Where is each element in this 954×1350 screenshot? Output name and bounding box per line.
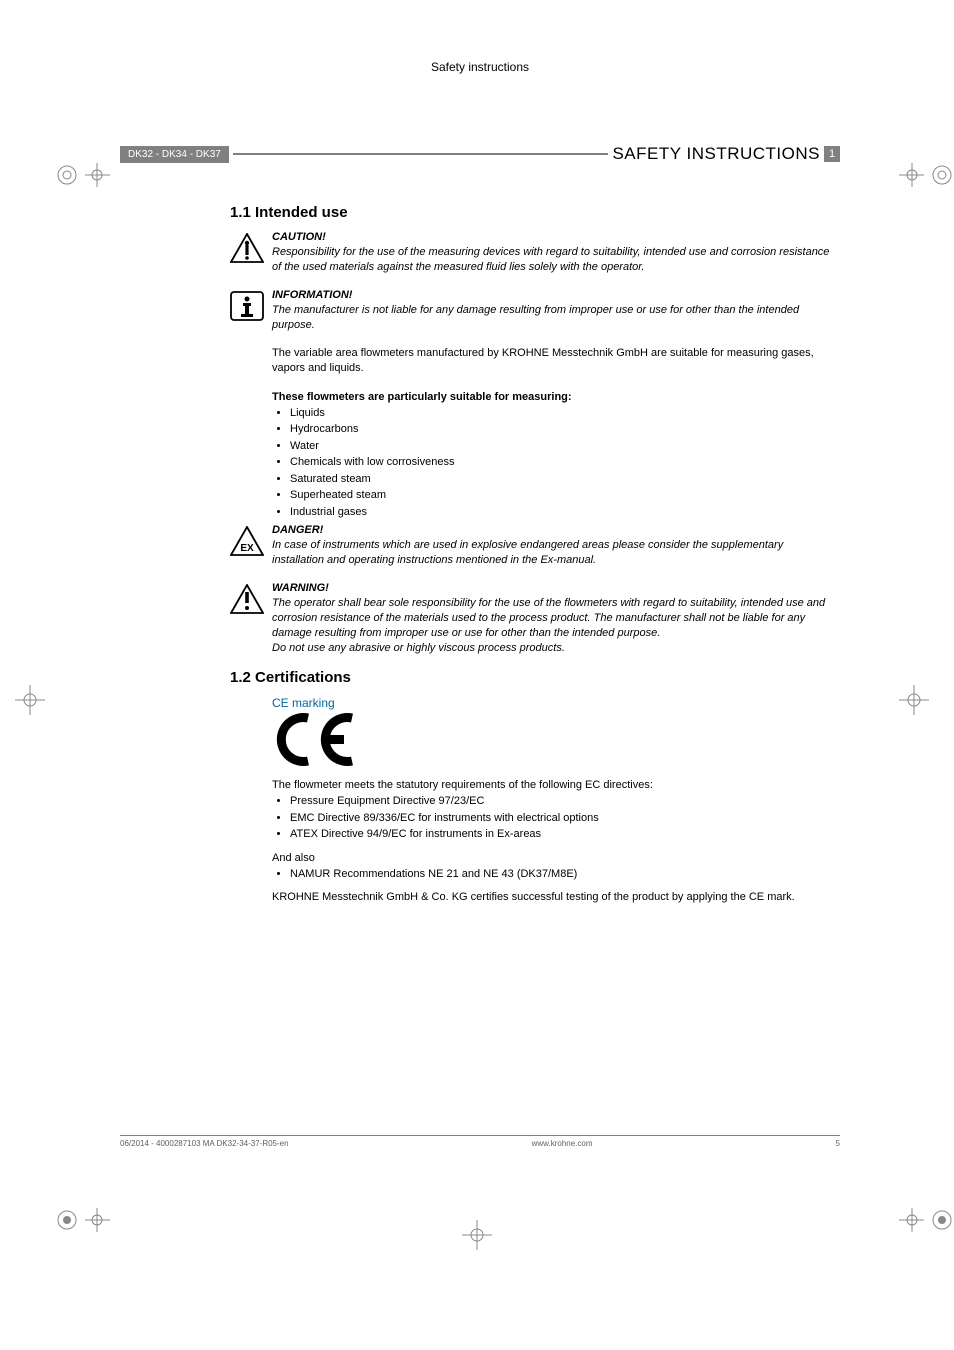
- list-heading: These flowmeters are particularly suitab…: [272, 390, 830, 405]
- list-item: Saturated steam: [290, 471, 830, 488]
- also-block: And also NAMUR Recommendations NE 21 and…: [230, 851, 830, 882]
- warning-body-2: Do not use any abrasive or highly viscou…: [272, 641, 830, 656]
- information-label: INFORMATION!: [272, 289, 830, 301]
- information-icon: [230, 291, 264, 321]
- page-footer: 06/2014 - 4000287103 MA DK32-34-37-R05-e…: [120, 1135, 840, 1148]
- list-item: Chemicals with low corrosiveness: [290, 454, 830, 471]
- intro-text: The variable area flowmeters manufacture…: [272, 346, 830, 376]
- danger-block: EX DANGER! In case of instruments which …: [230, 524, 830, 568]
- information-block: INFORMATION! The manufacturer is not lia…: [230, 289, 830, 333]
- footer-left: 06/2014 - 4000287103 MA DK32-34-37-R05-e…: [120, 1139, 289, 1148]
- directives-intro: The flowmeter meets the statutory requir…: [272, 778, 830, 793]
- directives-list: Pressure Equipment Directive 97/23/EC EM…: [272, 793, 830, 843]
- chapter-title: SAFETY INSTRUCTIONS: [612, 144, 820, 164]
- crop-mark-icon: [894, 680, 944, 730]
- list-item: Hydrocarbons: [290, 421, 830, 438]
- list-item: Industrial gases: [290, 504, 830, 521]
- warning-body-1: The operator shall bear sole responsibil…: [272, 596, 830, 641]
- chapter-number: 1: [824, 146, 840, 162]
- footer-page-number: 5: [836, 1139, 840, 1148]
- list-item: Pressure Equipment Directive 97/23/EC: [290, 793, 830, 810]
- caution-icon: [230, 233, 264, 263]
- also-list: NAMUR Recommendations NE 21 and NE 43 (D…: [272, 866, 830, 883]
- crop-mark-icon: [55, 155, 105, 205]
- suitability-list: Liquids Hydrocarbons Water Chemicals wit…: [272, 405, 830, 521]
- warning-icon: [230, 584, 264, 614]
- list-item: Superheated steam: [290, 487, 830, 504]
- chapter-header: DK32 - DK34 - DK37 SAFETY INSTRUCTIONS 1: [120, 144, 840, 164]
- outro-text: KROHNE Messtechnik GmbH & Co. KG certifi…: [272, 890, 830, 905]
- danger-ex-icon: EX: [230, 526, 264, 556]
- ce-heading: CE marking: [272, 696, 830, 710]
- list-item: EMC Directive 89/336/EC for instruments …: [290, 810, 830, 827]
- section-1-2-heading: 1.2 Certifications: [230, 669, 830, 686]
- ce-block: CE marking: [230, 696, 830, 772]
- ce-mark-icon: [272, 712, 362, 767]
- intro-block: The variable area flowmeters manufacture…: [230, 346, 830, 376]
- also-label: And also: [272, 851, 830, 866]
- list-item: Water: [290, 438, 830, 455]
- svg-text:EX: EX: [240, 543, 254, 554]
- crop-mark-icon: [55, 1200, 105, 1250]
- danger-body: In case of instruments which are used in…: [272, 538, 830, 568]
- list-item: NAMUR Recommendations NE 21 and NE 43 (D…: [290, 866, 830, 883]
- list-item: Liquids: [290, 405, 830, 422]
- warning-label: WARNING!: [272, 582, 830, 594]
- caution-label: CAUTION!: [272, 231, 830, 243]
- model-tag: DK32 - DK34 - DK37: [120, 146, 229, 163]
- footer-center: www.krohne.com: [532, 1139, 593, 1148]
- list-item: ATEX Directive 94/9/EC for instruments i…: [290, 826, 830, 843]
- crop-mark-icon: [894, 1200, 944, 1250]
- caution-body: Responsibility for the use of the measur…: [272, 245, 830, 275]
- caution-block: CAUTION! Responsibility for the use of t…: [230, 231, 830, 275]
- crop-mark-icon: [457, 1215, 507, 1265]
- crop-mark-icon: [894, 155, 944, 205]
- list-block: These flowmeters are particularly suitab…: [230, 390, 830, 520]
- danger-label: DANGER!: [272, 524, 830, 536]
- running-head: Safety instructions: [120, 60, 840, 74]
- outro-block: KROHNE Messtechnik GmbH & Co. KG certifi…: [230, 890, 830, 905]
- warning-block: WARNING! The operator shall bear sole re…: [230, 582, 830, 655]
- crop-mark-icon: [10, 680, 60, 730]
- directives-block: The flowmeter meets the statutory requir…: [230, 778, 830, 842]
- header-rule: [233, 153, 609, 155]
- section-1-1-heading: 1.1 Intended use: [230, 204, 830, 221]
- information-body: The manufacturer is not liable for any d…: [272, 303, 830, 333]
